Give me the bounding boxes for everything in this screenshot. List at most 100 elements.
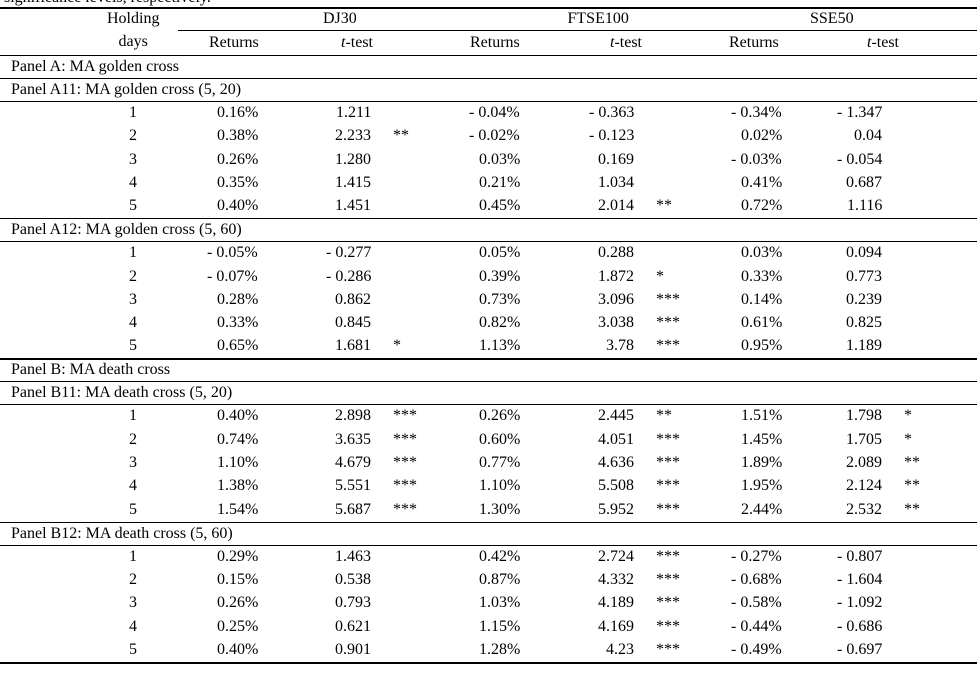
return: 0.26%: [217, 594, 259, 612]
return: 0.21%: [479, 173, 521, 191]
t-stat: - 0.686: [837, 617, 883, 635]
return: 0.03%: [741, 244, 783, 262]
header-holding: Holding: [107, 10, 160, 27]
t-stat: 1.798: [846, 407, 882, 425]
return: 0.40%: [217, 407, 259, 425]
t-stat: 1.451: [335, 197, 371, 215]
return: 0.65%: [217, 337, 259, 355]
significance: *: [393, 337, 401, 355]
rule: [0, 241, 977, 243]
rule: [0, 7, 977, 9]
t-stat: 4.189: [598, 594, 634, 612]
group-header: DJ30: [323, 10, 357, 27]
t-stat: - 1.604: [837, 570, 883, 588]
t-stat: 1.211: [336, 104, 372, 121]
significance: ***: [656, 430, 680, 448]
significance: ***: [393, 500, 417, 518]
subpanel-title: Panel A11: MA golden cross (5, 20): [11, 81, 242, 98]
return: 0.28%: [217, 290, 259, 308]
t-stat: 5.551: [335, 477, 371, 495]
significance: **: [904, 500, 920, 518]
t-stat: 1.280: [335, 150, 371, 168]
return: 0.87%: [479, 570, 521, 588]
return: 0.82%: [479, 314, 521, 332]
holding-day: 1: [129, 407, 137, 425]
return: - 0.58%: [731, 594, 782, 612]
significance: *: [656, 267, 664, 285]
significance: ***: [656, 617, 680, 635]
t-stat: 2.532: [846, 500, 882, 518]
rule: [0, 218, 977, 220]
return: - 0.49%: [731, 640, 782, 658]
t-stat: 4.636: [598, 454, 634, 471]
holding-day: 2: [129, 127, 137, 145]
t-stat: 5.508: [598, 477, 634, 495]
rule: [0, 544, 977, 546]
holding-day: 4: [129, 477, 137, 495]
t-stat: 1.681: [335, 337, 371, 355]
return: 0.73%: [479, 290, 521, 308]
return: - 0.07%: [207, 267, 258, 285]
t-stat: 5.952: [598, 500, 634, 518]
return: 1.10%: [479, 477, 521, 495]
significance: ***: [656, 314, 680, 332]
significance: ***: [393, 454, 417, 471]
holding-day: 4: [129, 314, 137, 332]
t-stat: 0.239: [846, 290, 882, 308]
significance: ***: [656, 454, 680, 471]
return: - 0.04%: [469, 104, 520, 121]
t-stat: 4.332: [598, 570, 634, 588]
rule: [0, 78, 977, 79]
return: 0.95%: [741, 337, 783, 355]
significance: ***: [656, 547, 680, 565]
significance: **: [656, 407, 672, 425]
holding-day: 5: [129, 500, 137, 518]
return: 0.14%: [741, 290, 783, 308]
rule: [0, 404, 977, 406]
significance: **: [904, 454, 920, 471]
return: 1.30%: [479, 500, 521, 518]
subpanel-title: Panel B12: MA death cross (5, 60): [11, 524, 233, 542]
return: - 0.68%: [731, 570, 782, 588]
return: - 0.34%: [731, 104, 782, 121]
subpanel-title: Panel A12: MA golden cross (5, 60): [11, 221, 242, 239]
return: 0.61%: [741, 314, 783, 332]
caption: significance levels, respectively.: [4, 0, 211, 8]
subpanel-title: Panel B11: MA death cross (5, 20): [11, 384, 233, 402]
return: 1.15%: [479, 617, 521, 635]
sub-header: t-test: [610, 34, 642, 51]
t-stat: - 0.807: [837, 547, 883, 565]
holding-day: 4: [129, 617, 137, 635]
significance: ***: [656, 337, 680, 355]
rule: [0, 55, 977, 56]
t-stat: 1.415: [335, 173, 371, 191]
t-stat: 4.169: [598, 617, 634, 635]
rule: [0, 381, 977, 383]
rule: [0, 521, 977, 523]
return: 0.41%: [741, 173, 783, 191]
t-stat: - 0.054: [837, 150, 883, 168]
rule: [0, 661, 977, 664]
return: 0.60%: [479, 430, 521, 448]
t-stat: 1.034: [598, 173, 634, 191]
holding-day: 2: [129, 570, 137, 588]
return: 1.03%: [479, 594, 521, 612]
sub-header: Returns: [729, 34, 779, 51]
return: 0.40%: [217, 197, 259, 215]
sub-header: Returns: [209, 34, 259, 51]
return: - 0.03%: [731, 150, 782, 168]
holding-day: 1: [129, 104, 137, 121]
return: 0.42%: [479, 547, 521, 565]
holding-day: 5: [129, 640, 137, 658]
return: 0.03%: [479, 150, 521, 168]
holding-day: 1: [129, 244, 137, 262]
t-stat: 1.116: [847, 197, 883, 215]
significance: **: [656, 197, 672, 215]
t-stat: 2.233: [335, 127, 371, 145]
t-stat: 4.679: [335, 454, 371, 471]
significance: ***: [656, 570, 680, 588]
return: 1.54%: [217, 500, 259, 518]
return: 0.16%: [217, 104, 259, 121]
t-stat: 0.862: [335, 290, 371, 308]
t-stat: 1.463: [335, 547, 371, 565]
